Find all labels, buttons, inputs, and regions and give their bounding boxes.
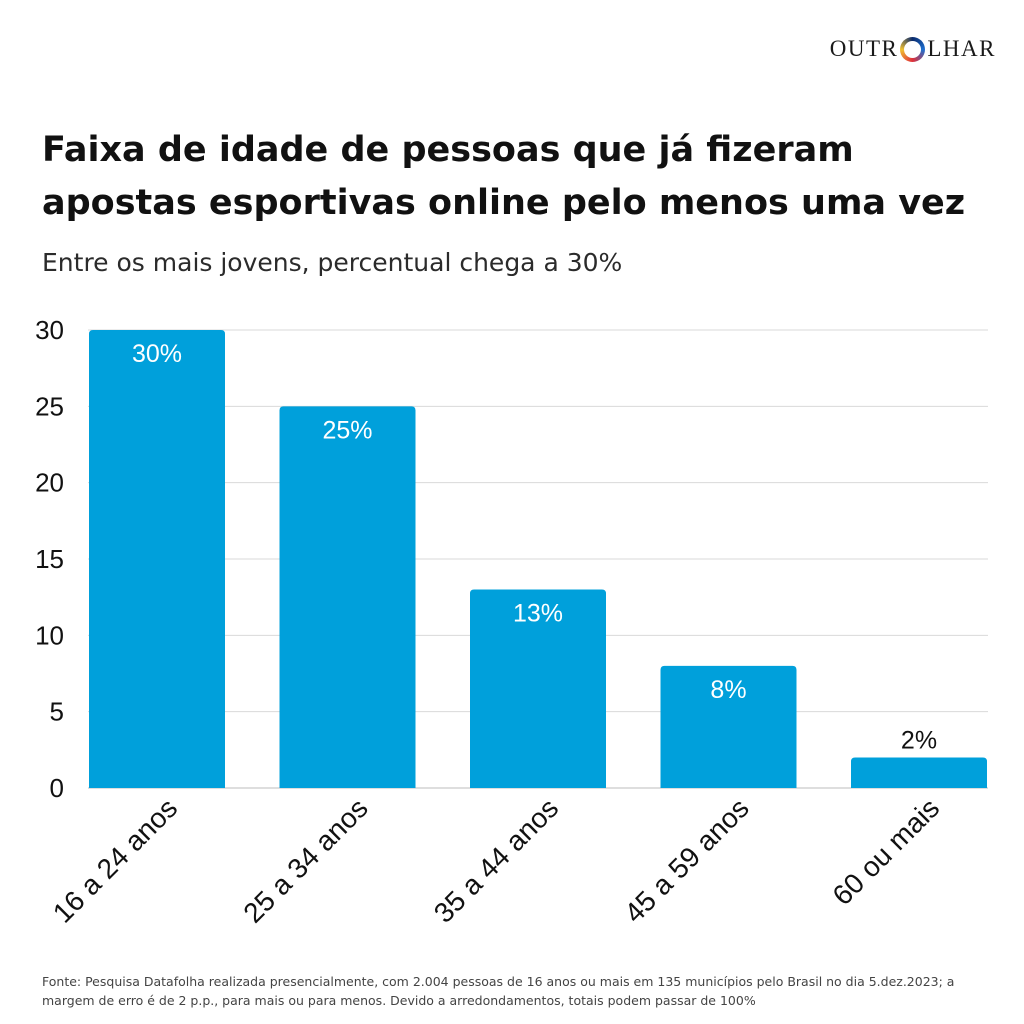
- bar: [279, 406, 416, 788]
- logo-text-end: LHAR: [927, 36, 996, 61]
- ring-o-icon: [900, 37, 925, 62]
- brand-logo: OUTR LHAR: [830, 36, 996, 62]
- source-note: Fonte: Pesquisa Datafolha realizada pres…: [42, 974, 955, 1008]
- data-label: 25%: [322, 416, 372, 444]
- y-tick-label: 25: [35, 391, 64, 421]
- x-tick-label: 25 a 34 anos: [237, 792, 373, 928]
- x-tick-label: 16 a 24 anos: [47, 792, 183, 928]
- x-axis: 16 a 24 anos 25 a 34 anos 35 a 44 anos 45 a…: [47, 792, 945, 928]
- bar: [89, 330, 225, 788]
- x-tick-label: 35 a 44 anos: [428, 792, 564, 928]
- x-tick-label: 60 ou mais: [826, 792, 945, 911]
- chart-subtitle: Entre os mais jovens, percentual chega a…: [42, 248, 623, 277]
- data-label: 2%: [901, 726, 937, 754]
- y-tick-label: 20: [35, 468, 64, 498]
- y-tick-label: 30: [35, 315, 64, 345]
- bar-chart: 0 5 10 15 20 25 30 30% 25% 13% 8% 2% 16 a 24 anos 2…: [35, 315, 988, 929]
- data-label: 30%: [132, 340, 182, 368]
- y-tick-label: 0: [50, 773, 64, 803]
- bar: [470, 589, 606, 788]
- y-tick-label: 15: [35, 544, 64, 574]
- bars: [89, 330, 987, 788]
- y-axis: 0 5 10 15 20 25 30: [35, 315, 64, 803]
- y-tick-label: 5: [50, 697, 64, 727]
- y-tick-label: 10: [35, 620, 64, 650]
- x-tick-label: 45 a 59 anos: [618, 792, 754, 928]
- data-label: 13%: [513, 600, 563, 628]
- logo-text-start: OUTR: [829, 36, 899, 61]
- data-label: 8%: [710, 676, 746, 704]
- chart-title: Faixa de idade de pessoas que já fizeram…: [42, 130, 966, 223]
- value-labels: 30% 25% 13% 8% 2%: [132, 340, 937, 754]
- bar: [660, 665, 797, 788]
- bar: [851, 757, 987, 788]
